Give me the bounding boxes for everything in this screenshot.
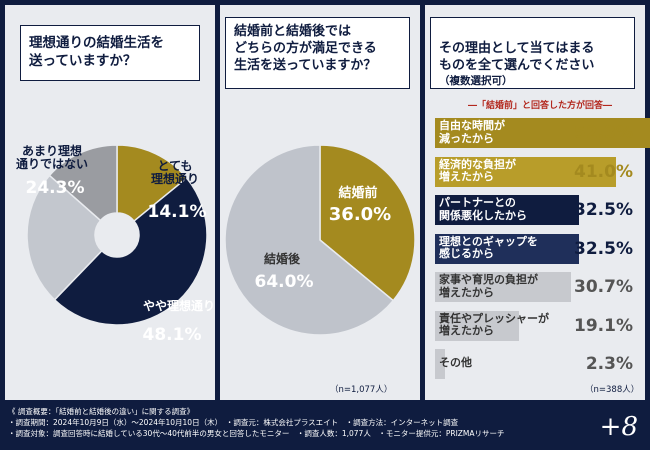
footer: 《 調査概要：「結婚前と結婚後の違い」に関する調査》 ・調査期間：2024年10… [0,405,650,450]
bar-subheading: ―「結婚前」と回答した方が回答― [467,101,612,111]
pie-label-before-marriage: 結婚前 [338,185,377,201]
footer-survey-title: 《 調査概要：「結婚前と結婚後の違い」に関する調査》 [8,407,195,416]
pie-label-very-ideal: とても理想通り [151,159,199,186]
bar-7 [435,349,446,379]
bar-label-2: 経済的な負担が 増えたから [439,157,516,184]
bar-chart-q3: 自由な時間が 減ったから 52.3% 経済的な負担が 増えたから 41.0% パートナー… [425,5,650,400]
footer-survey-period: ・調査期間：2024年10月9日（水）〜2024年10月10日（木） ・調査元：… [8,418,459,427]
pie-value-after-marriage: 64.0% [255,272,314,292]
plus8-logo: +8 [599,412,638,442]
bar-value-1: 52.3% [574,123,633,143]
panel-q2: 結婚前と結婚後では どちらの方が満足できる 生活を送っていますか？ 結婚前 36.… [220,5,420,400]
bar-label-3: パートナーとの 関係悪化したから [439,196,527,222]
pie-value-somewhat-ideal: 48.1% [143,325,202,345]
bar-value-2: 41.0% [574,161,633,182]
bar-value-7: 2.3% [585,354,633,374]
panel-q3: その理由として当てはまる ものを全て選んでください （複数選択可） ―「結婚前」… [425,5,650,400]
pie-label-not-very-ideal: あまり理想通りではない [16,143,88,171]
question-1: 理想通りの結婚生活を 送っていますか？ [20,25,200,81]
pie-slice-not-very-ideal [26,174,103,301]
pie-chart-q1: とても理想通り14.1%やや理想通り48.1%あまり理想通りではない24.3%全… [16,143,215,345]
bar-5 [435,272,571,302]
sample-size-q2: （n=1,077人） [330,385,393,395]
pie-label-after-marriage: 結婚後 [264,251,301,266]
bar-label-6: 責任やプレッシャーが 増えたから [439,311,549,338]
pie-value-not-very-ideal: 24.3% [26,178,85,198]
bar-value-4: 32.5% [574,238,633,259]
pie-value-very-ideal: 14.1% [148,202,207,222]
bar-1 [435,118,650,148]
pie-slice-somewhat-ideal [53,177,208,326]
pie-slice-before-marriage [319,144,416,302]
bar-2 [435,156,617,187]
question-3: その理由として当てはまる ものを全て選んでください （複数選択可） [430,17,635,89]
bar-value-5: 30.7% [574,277,633,297]
panel-q1: 理想通りの結婚生活を 送っていますか？ とても理想通り 14.1% やや理想通り 48… [5,5,215,400]
bar-4 [435,233,579,264]
bar-3 [435,195,579,225]
pie-slice-very-ideal [116,144,188,223]
sample-size-q3: （n=388人） [585,385,640,395]
pie-value-before-marriage: 36.0% [329,204,391,225]
bar-value-6: 19.1% [574,315,633,336]
pie-slice-after-marriage [224,144,395,336]
bar-6 [435,310,520,341]
pie-slice-not-ideal-at-all [48,144,118,222]
question-2: 結婚前と結婚後では どちらの方が満足できる 生活を送っていますか？ [225,17,410,89]
bar-label-7: その他 [439,356,472,369]
bar-label-4: 理想とのギャップを 感じるから [439,234,538,261]
pie-chart-q2: 結婚前 36.0% 結婚後 64.0% [224,144,416,336]
bar-value-3: 32.5% [574,200,633,220]
question-3-text: その理由として当てはまる ものを全て選んでください [439,40,595,73]
bar-label-5: 家事や育児の負担が 増えたから [439,273,538,299]
bar-label-1: 自由な時間が 減ったから [439,119,505,145]
pie-label-somewhat-ideal: やや理想通り [143,298,215,313]
question-3-note: （複数選択可） [439,74,513,87]
footer-survey-target: ・調査対象：調査回答時に結婚している30代〜40代前半の男女と回答したモニター … [8,429,505,438]
infographic: 理想通りの結婚生活を 送っていますか？ とても理想通り 14.1% やや理想通り 48… [5,5,650,400]
